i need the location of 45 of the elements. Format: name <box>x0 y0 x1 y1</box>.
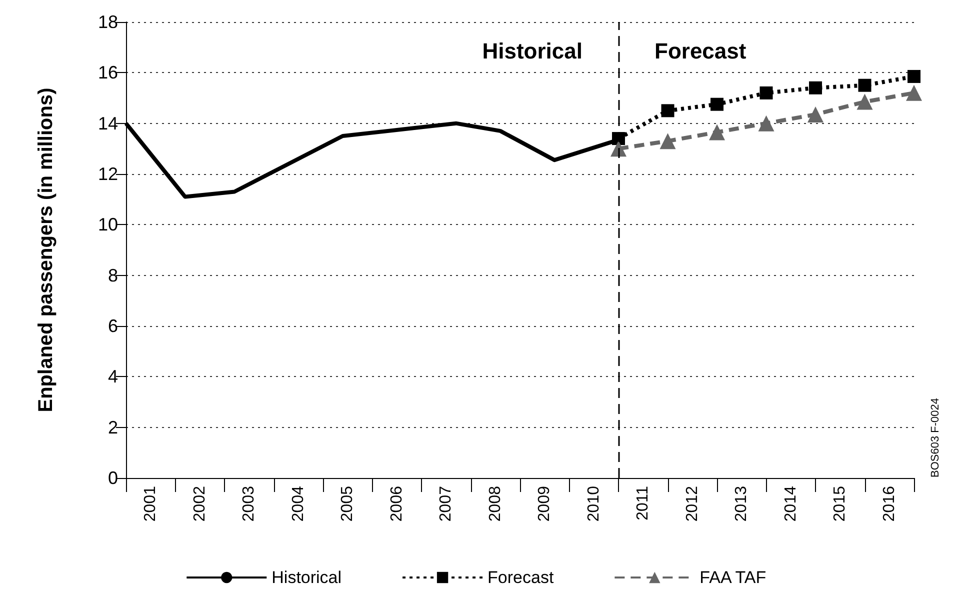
x-tick-label: 2007 <box>438 486 455 522</box>
y-tick-label: 12 <box>98 164 118 184</box>
x-tick-label: 2002 <box>191 486 208 522</box>
y-tick-label: 2 <box>108 417 118 438</box>
point <box>809 81 822 94</box>
y-tick-label: 8 <box>108 265 118 286</box>
point <box>710 98 724 111</box>
y-tick-label: 4 <box>108 366 118 387</box>
point <box>758 115 774 132</box>
annotation: Historical <box>482 38 583 64</box>
x-tick-label: 2014 <box>782 486 800 522</box>
y-tick-label: 14 <box>98 113 118 134</box>
point <box>661 104 674 118</box>
annotation: Forecast <box>654 38 747 64</box>
point <box>856 94 873 110</box>
legend-label: Historical <box>272 568 342 587</box>
x-tick-label: 2005 <box>339 486 356 522</box>
y-tick-label: 0 <box>108 468 118 488</box>
point <box>908 70 920 83</box>
point <box>760 86 773 100</box>
x-tick-label: 2006 <box>388 486 406 522</box>
x-tick-label: 2001 <box>142 486 160 522</box>
x-tick-label: 2015 <box>832 486 849 522</box>
y-tick-label: 18 <box>98 12 118 32</box>
text: BOS603 F-0024 <box>930 398 942 478</box>
x-tick-label: 2008 <box>486 486 504 522</box>
point <box>858 78 872 92</box>
x-tick-label: 2009 <box>536 486 554 522</box>
y-tick-label: 16 <box>98 62 118 83</box>
legend-label: Forecast <box>488 568 554 587</box>
y-tick-label: 10 <box>98 214 118 235</box>
legend-label: FAA TAF <box>700 568 766 587</box>
x-tick-label: 2010 <box>585 486 602 522</box>
y-axis-title: Enplaned passengers (in millions) <box>35 88 57 412</box>
y-tick-label: 6 <box>108 316 118 336</box>
x-tick-label: 2012 <box>684 486 701 522</box>
point <box>808 106 824 122</box>
x-tick-label: 2003 <box>240 486 258 522</box>
point <box>660 133 676 150</box>
x-tick-label: 2016 <box>880 486 898 522</box>
point <box>709 124 725 140</box>
point <box>906 84 922 101</box>
x-tick-label: 2004 <box>290 486 307 522</box>
x-tick-label: 2013 <box>733 486 750 522</box>
x-tick-label: 2011 <box>634 486 652 520</box>
